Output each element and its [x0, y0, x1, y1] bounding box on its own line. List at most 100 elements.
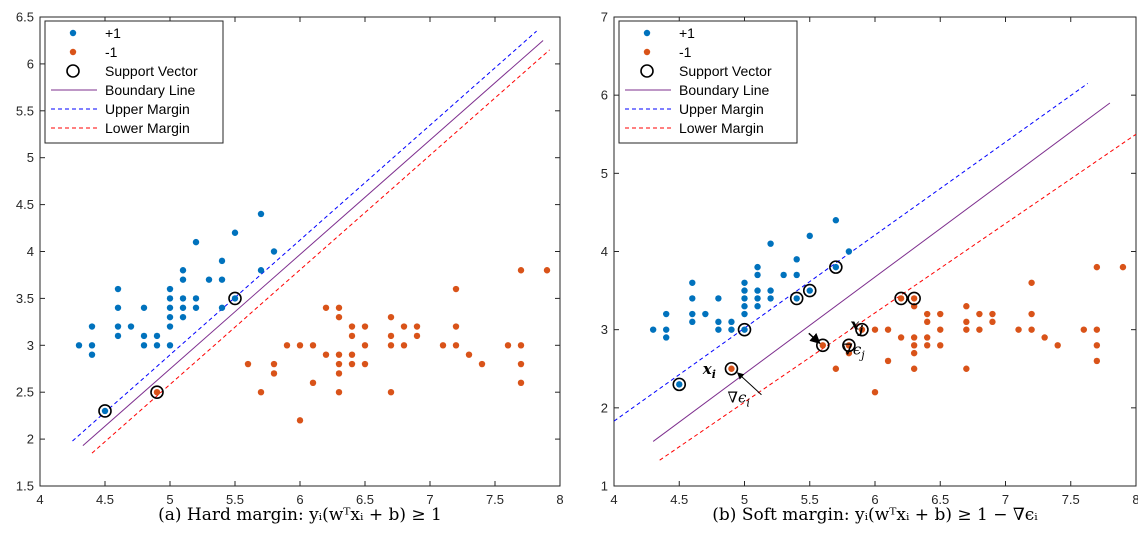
positive-point: [832, 217, 840, 224]
legend-entry-label: Support Vector: [679, 63, 772, 79]
negative-point: [452, 323, 460, 330]
x-tick-label: 6.5: [356, 492, 374, 507]
negative-point: [270, 360, 278, 368]
negative-point: [884, 326, 892, 333]
lower-margin-line: [91, 49, 550, 454]
negative-point: [910, 349, 918, 357]
negative-point: [335, 304, 343, 311]
negative-point: [937, 326, 944, 333]
positive-point: [140, 332, 148, 340]
legend: +1 -1 Support Vector Boundary Line Upper Mar…: [44, 20, 224, 144]
support-vector-marker: [815, 338, 830, 353]
positive-point: [728, 326, 735, 333]
negative-point: [963, 318, 970, 326]
y-tick-label: 4: [27, 244, 34, 259]
negative-point: [937, 310, 944, 318]
negative-point: [153, 389, 161, 396]
support-vector-marker: [855, 322, 869, 337]
negative-point: [322, 351, 330, 358]
negative-point: [257, 389, 265, 396]
support-vector-marker: [724, 361, 739, 376]
support-vector-marker: [228, 291, 242, 306]
positive-point: [689, 318, 696, 326]
y-tick-label: 5: [27, 150, 34, 165]
negative-point: [517, 342, 525, 349]
negative-point: [517, 360, 525, 368]
positive-point: [754, 303, 761, 310]
legend-marker-positive: [643, 29, 651, 37]
negative-point: [924, 334, 931, 341]
x-tick-label: 4: [610, 492, 617, 507]
y-tick-label: 6: [601, 88, 608, 103]
negative-point: [976, 310, 983, 318]
negative-point: [1119, 263, 1127, 271]
positive-point: [689, 310, 696, 318]
positive-point: [114, 285, 122, 293]
legend-marker-negative: [69, 48, 77, 56]
annotation-label: ∇ϵj: [842, 341, 865, 362]
positive-point: [179, 295, 187, 302]
positive-point: [663, 326, 670, 333]
legend-box: [44, 20, 224, 144]
negative-point: [937, 342, 944, 349]
slack-arrow-i: [736, 372, 762, 396]
x-tick-label: 6: [296, 492, 303, 507]
support-vector-marker: [737, 322, 752, 337]
positive-point: [741, 295, 748, 302]
negative-point: [322, 304, 330, 311]
negative-point: [296, 342, 304, 349]
legend-marker-negative: [643, 48, 651, 56]
legend-entry-label: Lower Margin: [105, 120, 190, 136]
negative-point: [819, 342, 826, 349]
positive-point: [192, 304, 200, 311]
negative-point: [335, 370, 343, 377]
positive-point: [702, 310, 709, 318]
support-vector-marker: [98, 404, 112, 418]
positive-point: [192, 295, 200, 302]
y-tick-label: 6: [27, 56, 34, 71]
negative-point: [400, 323, 408, 330]
positive-point: [741, 287, 748, 294]
positive-point: [218, 276, 226, 283]
upper-margin-line: [72, 30, 537, 442]
negative-point: [1041, 334, 1048, 341]
y-tick-label: 2: [27, 432, 34, 447]
negative-point: [348, 332, 356, 340]
support-vector-marker: [894, 291, 908, 306]
negative-point: [1028, 310, 1035, 318]
positive-point: [114, 323, 122, 330]
negative-point: [361, 360, 369, 368]
positive-point: [127, 323, 135, 330]
y-tick-label: 3.5: [16, 291, 34, 306]
positive-point: [153, 342, 161, 349]
positive-point: [728, 318, 735, 326]
negative-point: [244, 360, 252, 368]
positive-point: [166, 323, 174, 330]
positive-point: [806, 232, 813, 240]
legend-entry-label: +1: [679, 25, 695, 41]
negative-point: [296, 417, 304, 424]
x-tick-label: 7: [426, 492, 433, 507]
positive-point: [114, 332, 122, 340]
positive-point: [270, 248, 278, 255]
negative-point: [871, 326, 879, 333]
negative-point: [989, 310, 996, 318]
negative-point: [413, 332, 421, 340]
legend-entry-label: -1: [679, 44, 692, 60]
negative-point: [924, 342, 931, 349]
negative-point: [387, 332, 395, 340]
legend-entry-label: +1: [105, 25, 121, 41]
legend-entry-label: -1: [105, 44, 118, 60]
legend-entry-label: Lower Margin: [679, 120, 764, 136]
negative-point: [361, 342, 369, 349]
legend-marker-positive: [69, 29, 77, 37]
positive-point: [179, 267, 187, 274]
negative-point: [335, 351, 343, 358]
positive-point: [689, 279, 696, 286]
negative-point: [963, 303, 970, 310]
positive-point: [715, 318, 722, 326]
negative-point: [400, 342, 408, 349]
positive-point: [715, 326, 722, 333]
positive-point: [75, 342, 83, 349]
